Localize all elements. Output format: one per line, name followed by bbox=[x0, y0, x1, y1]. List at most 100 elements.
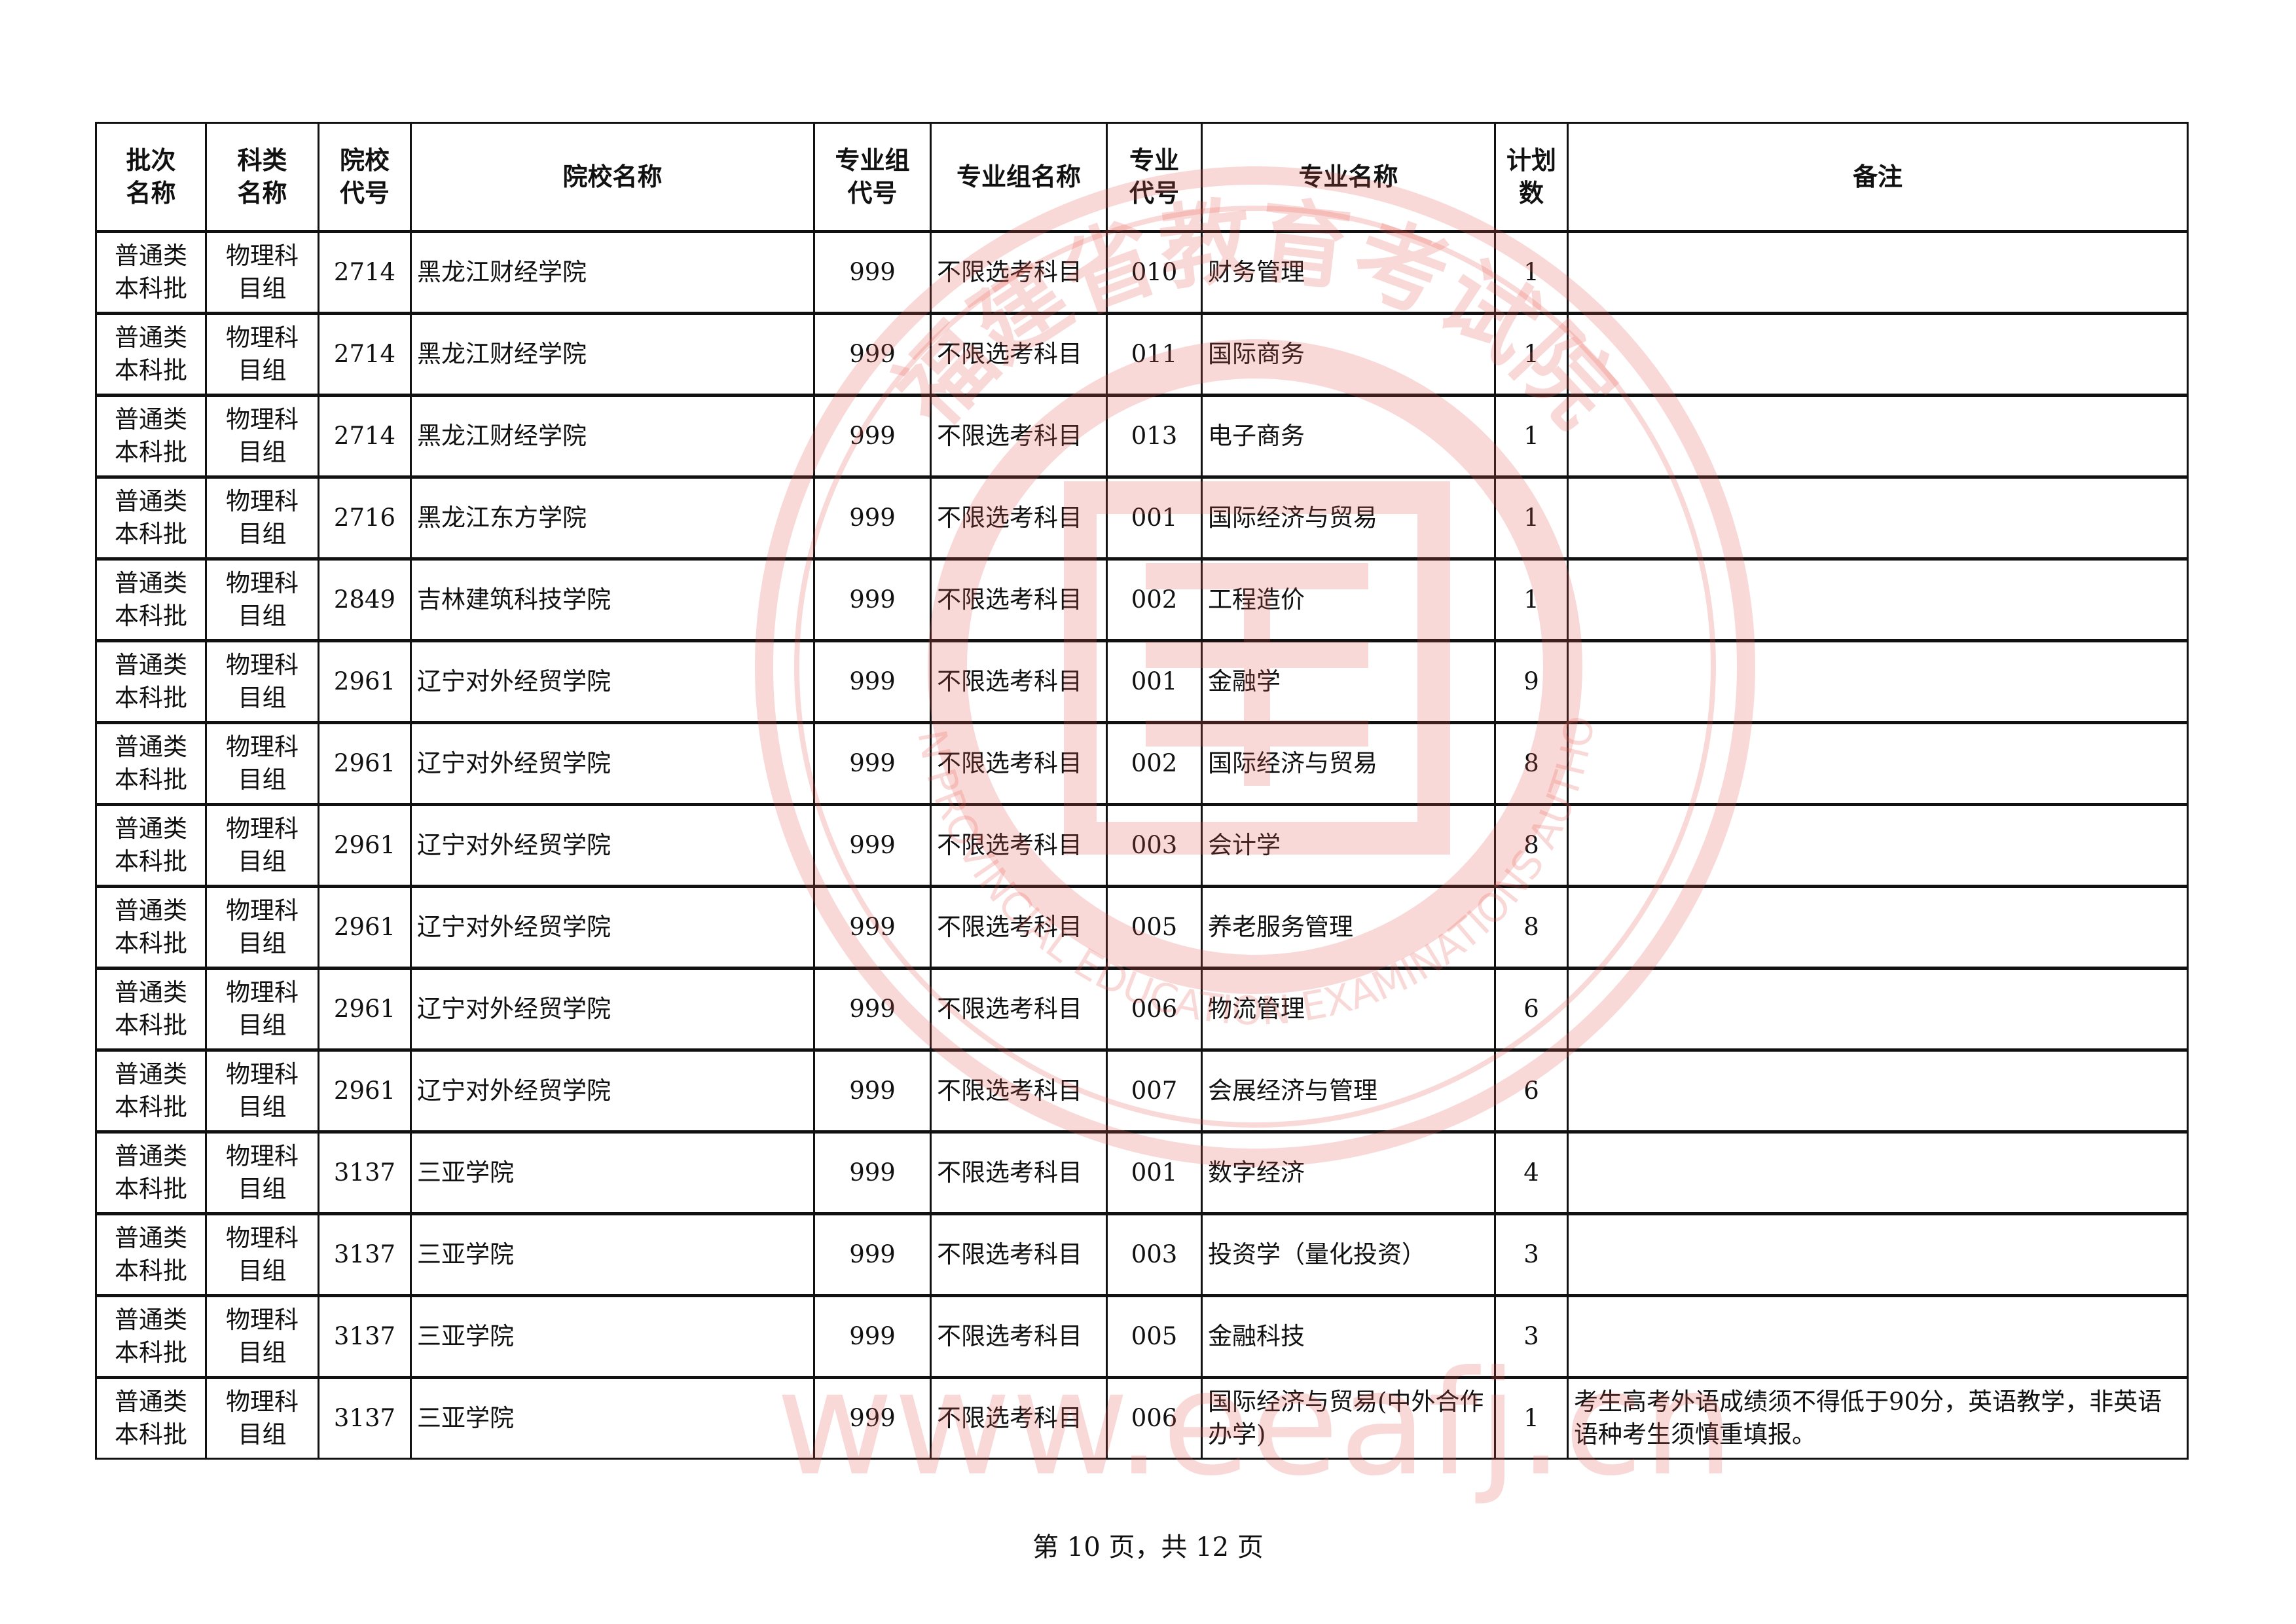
cell-school: 三亚学院 bbox=[410, 1213, 815, 1297]
cell-major-code: 003 bbox=[1106, 803, 1203, 887]
cell-major: 国际商务 bbox=[1201, 312, 1496, 396]
column-header: 专业名称 bbox=[1201, 122, 1496, 232]
cell-major: 国际经济与贸易 bbox=[1201, 722, 1496, 805]
cell-school-code: 2961 bbox=[318, 803, 412, 887]
cell-major-code: 001 bbox=[1106, 640, 1203, 724]
cell-note bbox=[1567, 1213, 2189, 1297]
column-header-label: 专业组代号 bbox=[835, 146, 910, 208]
table-row: 普通类本科批 物理科目组 2961 辽宁对外经贸学院 999 不限选考科目 006 物流管理 6 bbox=[95, 967, 2189, 1051]
cell-plan: 1 bbox=[1494, 476, 1569, 560]
cell-major: 养老服务管理 bbox=[1201, 885, 1496, 969]
cell-school: 黑龙江财经学院 bbox=[410, 312, 815, 396]
cell-group-code: 999 bbox=[813, 1295, 932, 1378]
cell-plan: 3 bbox=[1494, 1295, 1569, 1378]
table-row: 普通类本科批 物理科目组 2714 黑龙江财经学院 999 不限选考科目 010 财务管理 1 bbox=[95, 231, 2189, 314]
cell-batch: 普通类本科批 bbox=[95, 967, 207, 1051]
cell-major: 财务管理 bbox=[1201, 231, 1496, 314]
cell-major-code: 002 bbox=[1106, 558, 1203, 642]
cell-note bbox=[1567, 1131, 2189, 1215]
cell-group-name: 不限选考科目 bbox=[930, 394, 1108, 478]
cell-group-code: 999 bbox=[813, 476, 932, 560]
cell-group-name: 不限选考科目 bbox=[930, 1131, 1108, 1215]
cell-group-name: 不限选考科目 bbox=[930, 476, 1108, 560]
cell-school-code: 2961 bbox=[318, 1049, 412, 1133]
cell-subject: 物理科目组 bbox=[205, 1376, 319, 1460]
table-row: 普通类本科批 物理科目组 2714 黑龙江财经学院 999 不限选考科目 011 国际商务 1 bbox=[95, 312, 2189, 396]
cell-group-name: 不限选考科目 bbox=[930, 640, 1108, 724]
cell-school: 三亚学院 bbox=[410, 1295, 815, 1378]
column-header: 专业代号 bbox=[1106, 122, 1203, 232]
cell-note bbox=[1567, 231, 2189, 314]
cell-plan: 1 bbox=[1494, 231, 1569, 314]
column-header-label: 院校名称 bbox=[562, 162, 663, 191]
column-header: 科类名称 bbox=[205, 122, 319, 232]
cell-batch: 普通类本科批 bbox=[95, 640, 207, 724]
cell-subject: 物理科目组 bbox=[205, 885, 319, 969]
cell-group-name: 不限选考科目 bbox=[930, 803, 1108, 887]
cell-batch: 普通类本科批 bbox=[95, 1213, 207, 1297]
cell-batch: 普通类本科批 bbox=[95, 394, 207, 478]
cell-school-code: 3137 bbox=[318, 1131, 412, 1215]
cell-subject: 物理科目组 bbox=[205, 1131, 319, 1215]
cell-batch: 普通类本科批 bbox=[95, 803, 207, 887]
cell-group-code: 999 bbox=[813, 312, 932, 396]
cell-subject: 物理科目组 bbox=[205, 558, 319, 642]
cell-school-code: 3137 bbox=[318, 1376, 412, 1460]
cell-group-name: 不限选考科目 bbox=[930, 967, 1108, 1051]
cell-major: 金融科技 bbox=[1201, 1295, 1496, 1378]
column-header-label: 科类名称 bbox=[237, 146, 287, 208]
cell-batch: 普通类本科批 bbox=[95, 231, 207, 314]
cell-school: 辽宁对外经贸学院 bbox=[410, 640, 815, 724]
cell-school: 三亚学院 bbox=[410, 1131, 815, 1215]
cell-plan: 6 bbox=[1494, 967, 1569, 1051]
cell-subject: 物理科目组 bbox=[205, 312, 319, 396]
cell-batch: 普通类本科批 bbox=[95, 885, 207, 969]
cell-group-code: 999 bbox=[813, 1049, 932, 1133]
cell-major: 物流管理 bbox=[1201, 967, 1496, 1051]
cell-major: 投资学（量化投资） bbox=[1201, 1213, 1496, 1297]
cell-batch: 普通类本科批 bbox=[95, 1376, 207, 1460]
cell-group-name: 不限选考科目 bbox=[930, 558, 1108, 642]
table-row: 普通类本科批 物理科目组 3137 三亚学院 999 不限选考科目 003 投资学（量化投资）… bbox=[95, 1213, 2189, 1297]
cell-note bbox=[1567, 1049, 2189, 1133]
column-header-label: 备注 bbox=[1852, 162, 1903, 191]
column-header: 专业组名称 bbox=[930, 122, 1108, 232]
cell-note: 考生高考外语成绩须不得低于90分，英语教学，非英语语种考生须慎重填报。 bbox=[1567, 1376, 2189, 1460]
cell-major: 国际经济与贸易(中外合作办学) bbox=[1201, 1376, 1496, 1460]
cell-major: 金融学 bbox=[1201, 640, 1496, 724]
cell-major-code: 006 bbox=[1106, 967, 1203, 1051]
cell-school: 辽宁对外经贸学院 bbox=[410, 1049, 815, 1133]
column-header: 专业组代号 bbox=[813, 122, 932, 232]
cell-plan: 8 bbox=[1494, 803, 1569, 887]
cell-group-name: 不限选考科目 bbox=[930, 1049, 1108, 1133]
cell-note bbox=[1567, 885, 2189, 969]
cell-major-code: 003 bbox=[1106, 1213, 1203, 1297]
cell-major: 电子商务 bbox=[1201, 394, 1496, 478]
cell-major-code: 011 bbox=[1106, 312, 1203, 396]
cell-school-code: 2714 bbox=[318, 394, 412, 478]
table-row: 普通类本科批 物理科目组 2961 辽宁对外经贸学院 999 不限选考科目 007 会展经济与… bbox=[95, 1049, 2189, 1133]
cell-subject: 物理科目组 bbox=[205, 231, 319, 314]
cell-school-code: 2961 bbox=[318, 722, 412, 805]
column-header: 院校名称 bbox=[410, 122, 815, 232]
cell-school: 黑龙江东方学院 bbox=[410, 476, 815, 560]
cell-major-code: 001 bbox=[1106, 476, 1203, 560]
table-row: 普通类本科批 物理科目组 2714 黑龙江财经学院 999 不限选考科目 013 电子商务 1 bbox=[95, 394, 2189, 478]
cell-group-code: 999 bbox=[813, 231, 932, 314]
cell-note bbox=[1567, 558, 2189, 642]
cell-major: 数字经济 bbox=[1201, 1131, 1496, 1215]
cell-group-code: 999 bbox=[813, 885, 932, 969]
cell-batch: 普通类本科批 bbox=[95, 312, 207, 396]
cell-school-code: 2849 bbox=[318, 558, 412, 642]
column-header: 备注 bbox=[1567, 122, 2189, 232]
cell-subject: 物理科目组 bbox=[205, 1049, 319, 1133]
cell-school: 辽宁对外经贸学院 bbox=[410, 722, 815, 805]
table-row: 普通类本科批 物理科目组 3137 三亚学院 999 不限选考科目 006 国际经济与贸易(中… bbox=[95, 1376, 2189, 1460]
cell-group-name: 不限选考科目 bbox=[930, 312, 1108, 396]
cell-group-code: 999 bbox=[813, 1376, 932, 1460]
cell-group-name: 不限选考科目 bbox=[930, 1376, 1108, 1460]
cell-major-code: 005 bbox=[1106, 1295, 1203, 1378]
cell-batch: 普通类本科批 bbox=[95, 1049, 207, 1133]
cell-plan: 1 bbox=[1494, 312, 1569, 396]
cell-plan: 1 bbox=[1494, 394, 1569, 478]
